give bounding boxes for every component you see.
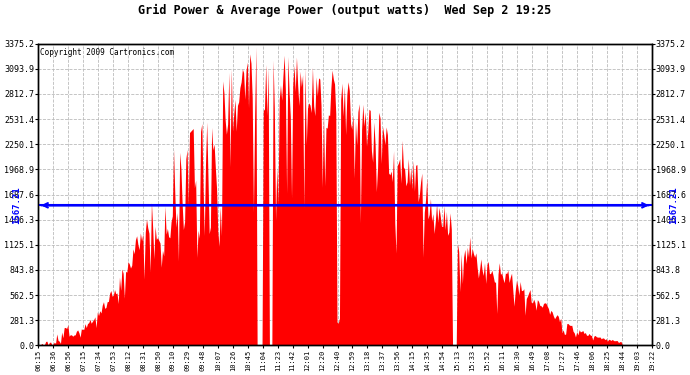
Text: Copyright 2009 Cartronics.com: Copyright 2009 Cartronics.com bbox=[40, 48, 175, 57]
Text: Grid Power & Average Power (output watts)  Wed Sep 2 19:25: Grid Power & Average Power (output watts… bbox=[139, 4, 551, 17]
Text: 1567.21: 1567.21 bbox=[669, 186, 678, 224]
Text: 1567.21: 1567.21 bbox=[12, 186, 21, 224]
